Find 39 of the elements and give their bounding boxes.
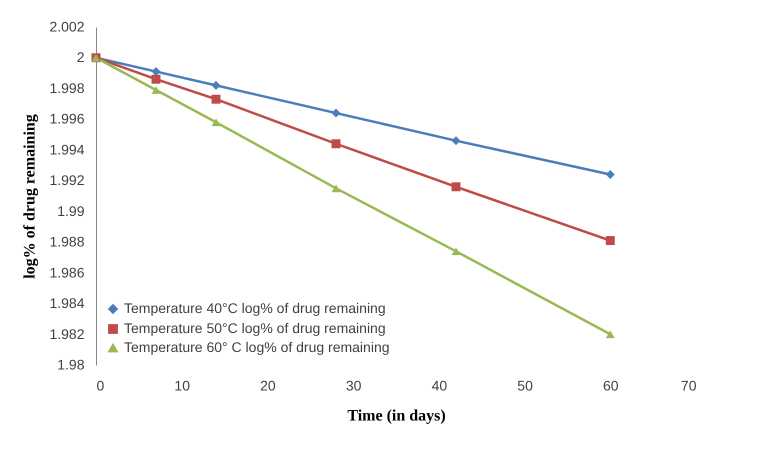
point [152,86,160,94]
x-axis-title: Time (in days) [347,408,446,424]
point [606,170,615,179]
point [332,184,340,192]
point [152,74,160,84]
point [606,330,615,338]
point [332,139,340,148]
point [452,136,460,146]
x-tick-label: 70 [680,378,697,394]
point [212,80,220,90]
point [452,182,460,192]
y-tick-label: 1.994 [49,141,85,158]
x-tick-label: 20 [260,378,276,394]
y-tick-label: 1.992 [49,172,85,188]
y-tick-label: 1.988 [49,234,85,250]
y-tick-label: 1.99 [57,202,85,219]
point [452,247,460,256]
y-tick-label: 1.984 [49,295,85,312]
y-axis-title: log% of drug remaining [21,114,38,279]
y-tick-label: 2.002 [49,18,85,34]
y-tick-label: 1.996 [49,110,85,127]
legend-label: Temperature 40°C log% of drug remaining [124,300,386,316]
y-tick-label: 1.998 [49,80,85,96]
point [212,94,220,104]
y-tick-label: 1.982 [49,326,85,342]
legend-label: Temperature 50°C log% of drug remaining [124,320,386,336]
x-tick-label: 0 [96,378,104,394]
y-tick-label: 1.986 [49,264,85,280]
x-tick-label: 50 [517,378,534,394]
x-tick-label: 40 [432,378,448,394]
legend-label: Temperature 60° C log% of drug remaining [124,339,390,355]
y-tick-label: 1.98 [57,356,85,372]
point [606,236,615,246]
x-tick-label: 30 [346,378,362,394]
point [212,118,220,126]
x-tick-label: 10 [174,378,190,394]
point [332,108,340,118]
y-tick-label: 2 [76,49,85,66]
x-tick-label: 60 [602,378,619,394]
